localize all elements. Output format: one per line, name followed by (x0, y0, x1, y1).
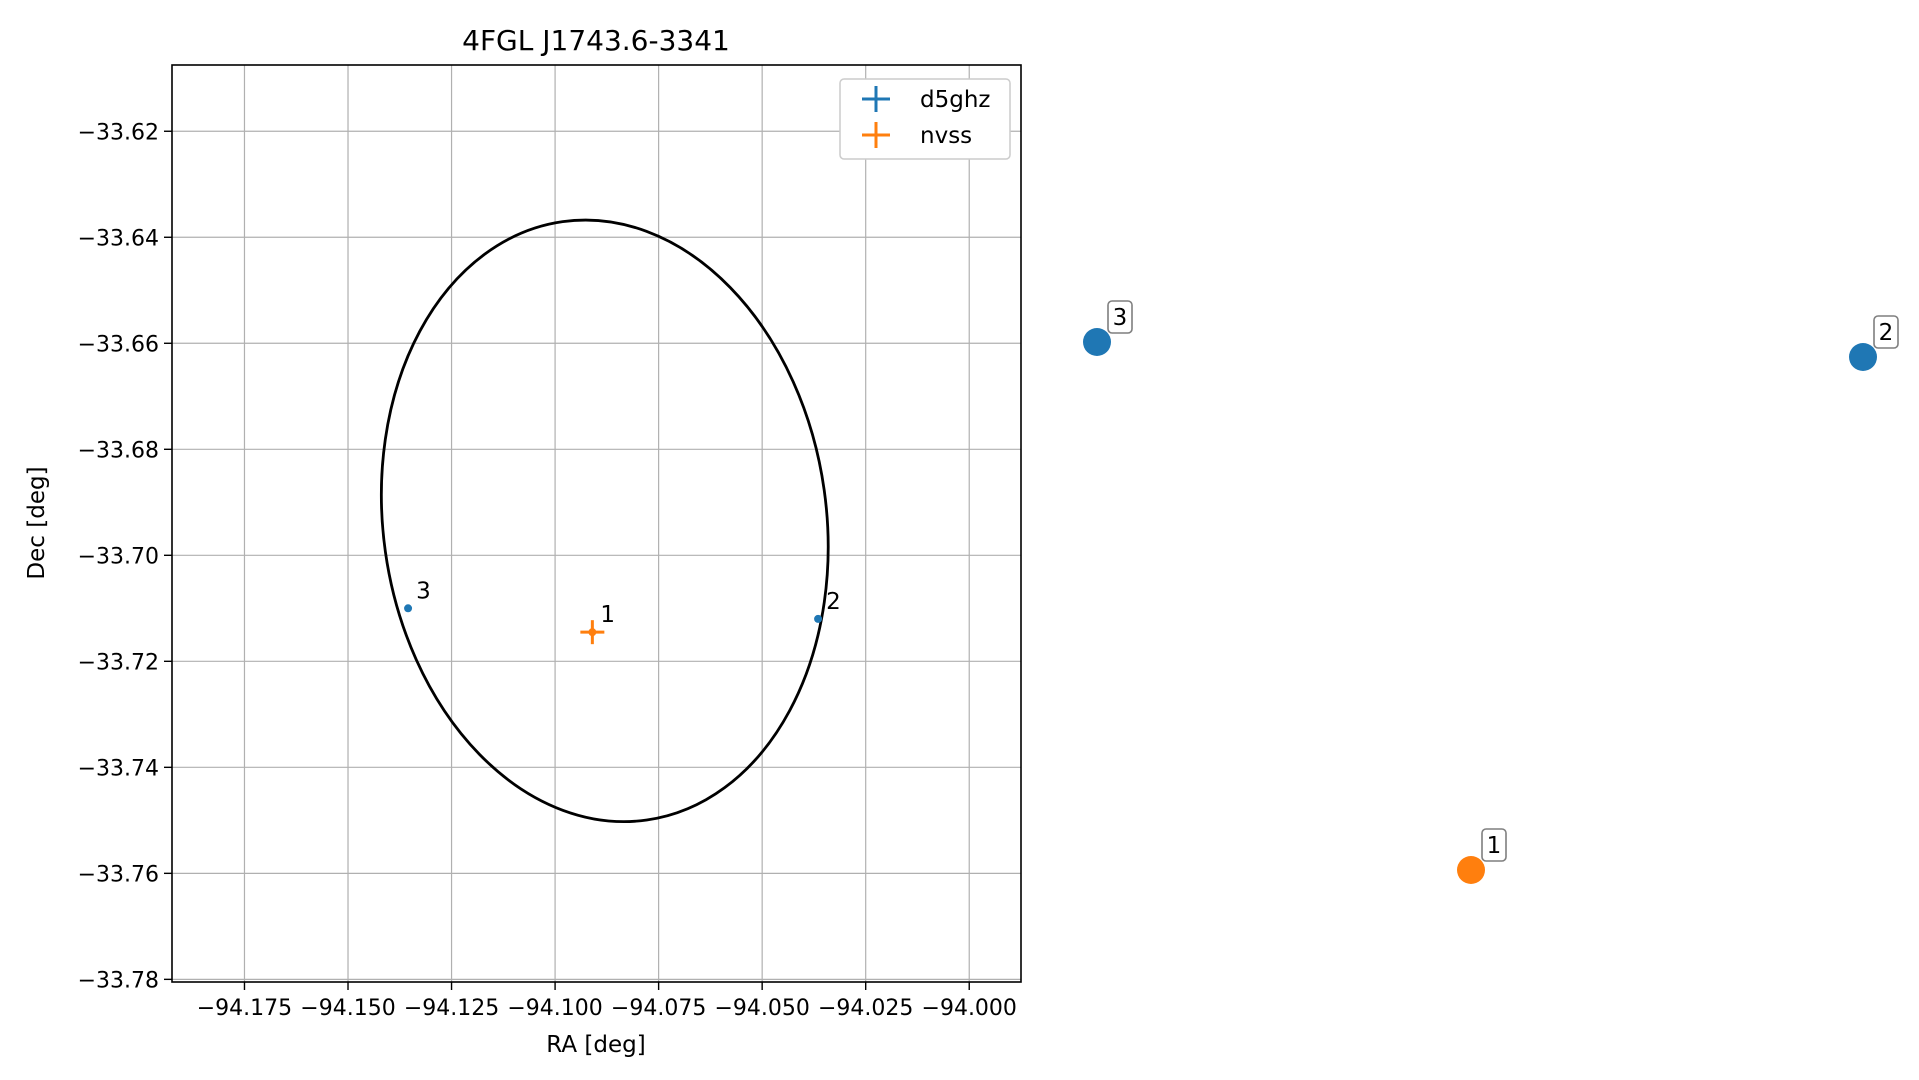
ellipse-layer (379, 218, 830, 824)
y-tick-label: −33.70 (78, 544, 159, 569)
legend-label-d5ghz: d5ghz (920, 87, 990, 113)
marker-label-box (1481, 828, 1507, 862)
point-label: 3 (416, 578, 431, 604)
y-tick-label: −33.74 (78, 756, 159, 781)
y-tick-label: −33.68 (78, 438, 159, 463)
y-axis-label: Dec [deg] (24, 466, 50, 579)
x-tick-label: −94.075 (611, 996, 706, 1021)
error-ellipse (379, 218, 830, 824)
marker-2: 2 (1849, 315, 1899, 371)
marker-dot (1083, 328, 1111, 356)
x-tick-label: −94.050 (714, 996, 809, 1021)
marker-dot (1849, 343, 1877, 371)
axes-frame (171, 64, 1022, 983)
marker-label: 1 (1487, 833, 1502, 859)
grid-lines (172, 65, 1021, 982)
y-tick-label: −33.66 (78, 332, 159, 357)
marker-dot (1457, 856, 1485, 884)
legend-label-nvss: nvss (920, 123, 972, 149)
marker-label-box (1107, 300, 1133, 334)
legend-entry-nvss: nvss (862, 122, 972, 149)
chart-title: 4FGL J1743.6-3341 (462, 24, 730, 57)
x-tick-label: −94.175 (197, 996, 292, 1021)
legend: d5ghz nvss (839, 78, 1011, 160)
data-point (404, 604, 413, 613)
plot-area: 3 2 1 (171, 64, 1022, 983)
y-tick-label: −33.62 (78, 120, 159, 145)
marker-label-box (1873, 315, 1899, 349)
data-point (588, 628, 597, 637)
x-tick-label: −94.000 (922, 996, 1017, 1021)
y-tick-label: −33.64 (78, 226, 159, 251)
marker-panel: 3 2 1 (1083, 300, 1899, 884)
x-axis-label: RA [deg] (546, 1032, 645, 1058)
data-points: 3 2 1 (404, 578, 841, 645)
x-tick-label: −94.025 (818, 996, 913, 1021)
point-label: 2 (826, 589, 841, 615)
y-tick-label: −33.76 (78, 862, 159, 887)
data-point (814, 614, 823, 623)
marker-1: 1 (1457, 828, 1507, 884)
y-axis-ticks: −33.62 −33.64 −33.66 −33.68 −33.70 −33.72 −33.… (78, 120, 172, 993)
marker-label: 3 (1113, 305, 1128, 331)
x-tick-label: −94.150 (300, 996, 395, 1021)
y-tick-label: −33.72 (78, 650, 159, 675)
y-tick-label: −33.78 (78, 968, 159, 993)
marker-3: 3 (1083, 300, 1133, 356)
x-tick-label: −94.100 (507, 996, 602, 1021)
x-axis-ticks: −94.175 −94.150 −94.125 −94.100 −94.075 −94.0… (197, 982, 1017, 1021)
point-label: 1 (600, 602, 615, 628)
legend-entry-d5ghz: d5ghz (862, 86, 990, 113)
marker-label: 2 (1879, 320, 1894, 346)
x-tick-label: −94.125 (404, 996, 499, 1021)
